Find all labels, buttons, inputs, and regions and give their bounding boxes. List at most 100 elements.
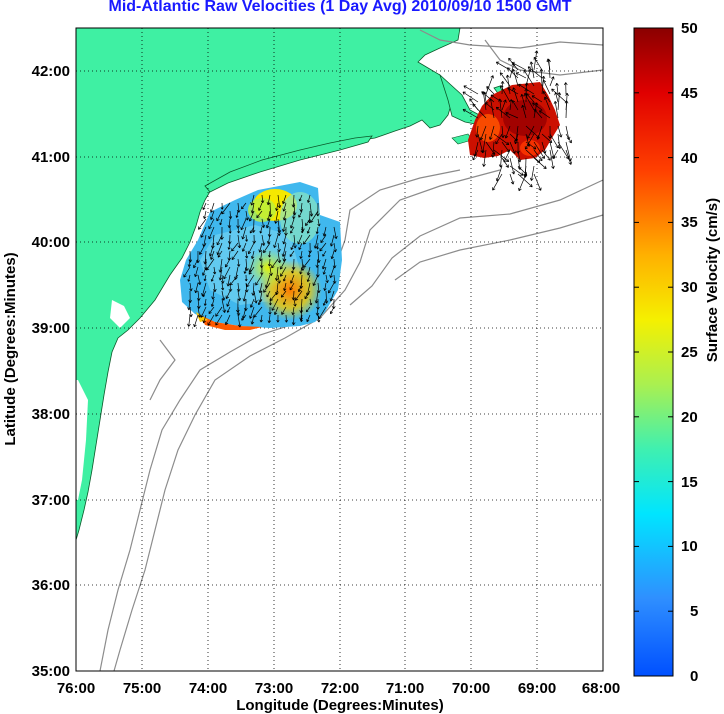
x-tick-label: 75:00 xyxy=(123,680,161,697)
long-island xyxy=(204,135,373,193)
velocity-arrow xyxy=(564,100,569,119)
velocity-arrow xyxy=(250,314,255,325)
velocity-arrow xyxy=(208,218,215,230)
velocity-arrow xyxy=(210,274,215,282)
velocity-arrow xyxy=(495,106,511,119)
velocity-arrow xyxy=(512,68,519,87)
velocity-arrow xyxy=(491,141,495,158)
velocity-arrow xyxy=(509,165,524,176)
velocity-arrow xyxy=(505,74,511,95)
velocity-arrow xyxy=(504,125,511,139)
velocity-arrow xyxy=(221,282,225,291)
velocity-arrow xyxy=(543,96,551,111)
velocity-arrow xyxy=(192,258,199,269)
velocity-arrow xyxy=(527,66,543,79)
velocity-arrow xyxy=(493,133,510,146)
velocity-arrow xyxy=(524,88,529,103)
velocity-arrow xyxy=(268,298,272,306)
velocity-arrow xyxy=(201,266,207,276)
velocity-arrow xyxy=(319,242,327,252)
velocity-arrow xyxy=(304,290,311,300)
y-tick-label: 41:00 xyxy=(32,149,70,166)
velocity-arrow xyxy=(310,210,319,223)
bathymetry-contours xyxy=(99,29,603,671)
velocity-arrow xyxy=(533,56,543,71)
velocity-arrow xyxy=(498,98,503,119)
velocity-arrow xyxy=(208,306,215,315)
velocity-arrow xyxy=(199,242,207,255)
colorbar-tick-label: 30 xyxy=(681,279,698,296)
velocity-arrow xyxy=(551,88,567,103)
velocity-arrow xyxy=(542,79,551,95)
velocity-arrow xyxy=(277,250,282,264)
velocity-arrow xyxy=(557,92,562,111)
velocity-arrow xyxy=(227,218,232,229)
velocity-arrow xyxy=(509,62,516,79)
velocity-arrow xyxy=(281,306,287,315)
velocity-arrow xyxy=(520,93,527,111)
velocity-arrow xyxy=(241,226,247,240)
velocity-arrow xyxy=(518,173,527,192)
velocity-arrow xyxy=(332,274,337,284)
velocity-arrow xyxy=(267,258,272,267)
velocity-arrow xyxy=(322,226,327,237)
velocity-arrow xyxy=(291,314,296,326)
x-tick-label: 69:00 xyxy=(518,680,556,697)
velocity-arrow xyxy=(225,290,231,299)
y-tick-labels: 42:00 41:00 40:00 39:00 38:00 37:00 36:0… xyxy=(32,63,70,680)
velocity-arrow xyxy=(463,85,479,95)
velocity-arrow xyxy=(259,226,263,234)
velocity-arrow xyxy=(244,274,248,282)
velocity-arrow xyxy=(245,234,249,242)
velocity-arrow xyxy=(306,274,311,282)
velocity-arrow xyxy=(525,133,531,147)
velocity-arrow xyxy=(211,290,215,300)
velocity-arrow xyxy=(533,149,543,162)
velocity-arrow xyxy=(552,149,559,159)
velocity-arrow xyxy=(509,157,516,175)
velocity-arrow xyxy=(306,194,311,203)
velocity-arrow xyxy=(282,210,287,221)
velocity-arrow xyxy=(297,282,303,293)
colorbar-tick-label: 15 xyxy=(681,474,698,491)
y-tick-label: 38:00 xyxy=(32,406,70,423)
y-tick-label: 39:00 xyxy=(32,320,70,337)
velocity-arrow xyxy=(282,194,287,205)
map-title: Mid-Atlantic Raw Velocities (1 Day Avg) … xyxy=(108,0,572,15)
velocity-arrow xyxy=(289,274,295,284)
velocity-arrow xyxy=(524,133,535,150)
velocity-arrow xyxy=(298,242,303,250)
velocity-arrow xyxy=(533,109,543,119)
velocity-arrow xyxy=(237,290,242,302)
velocity-arrow xyxy=(327,282,335,294)
velocity-arrow xyxy=(322,298,327,306)
velocity-arrow xyxy=(325,274,329,284)
velocity-arrow xyxy=(240,218,247,231)
velocity-arrow xyxy=(315,306,320,316)
velocity-arrow xyxy=(260,266,264,276)
velocity-arrow xyxy=(291,290,296,301)
velocity-arrow xyxy=(280,290,287,298)
velocity-arrow xyxy=(315,202,320,217)
velocity-arrow xyxy=(294,290,303,301)
velocity-arrow xyxy=(297,234,303,245)
velocity-arrow xyxy=(555,82,559,95)
velocity-arrow xyxy=(215,306,223,317)
velocity-arrow xyxy=(198,218,207,230)
velocity-arrow xyxy=(506,67,519,79)
velocity-arrow xyxy=(498,149,503,168)
velocity-arrow xyxy=(533,141,545,159)
velocity-arrow xyxy=(524,92,535,111)
velocity-arrow xyxy=(269,266,273,276)
velocity-arrow xyxy=(200,306,207,318)
velocity-arrow xyxy=(525,141,537,150)
colorbar-tick-label: 0 xyxy=(690,668,698,685)
velocity-arrow xyxy=(317,218,321,227)
velocity-arrow xyxy=(500,81,505,95)
colorbar-tick-label: 20 xyxy=(681,409,698,426)
velocity-arrow xyxy=(299,314,303,323)
velocity-arrow xyxy=(245,210,249,221)
velocity-arrow xyxy=(303,234,311,245)
velocity-arrow xyxy=(557,125,563,138)
velocity-arrow xyxy=(266,290,271,298)
